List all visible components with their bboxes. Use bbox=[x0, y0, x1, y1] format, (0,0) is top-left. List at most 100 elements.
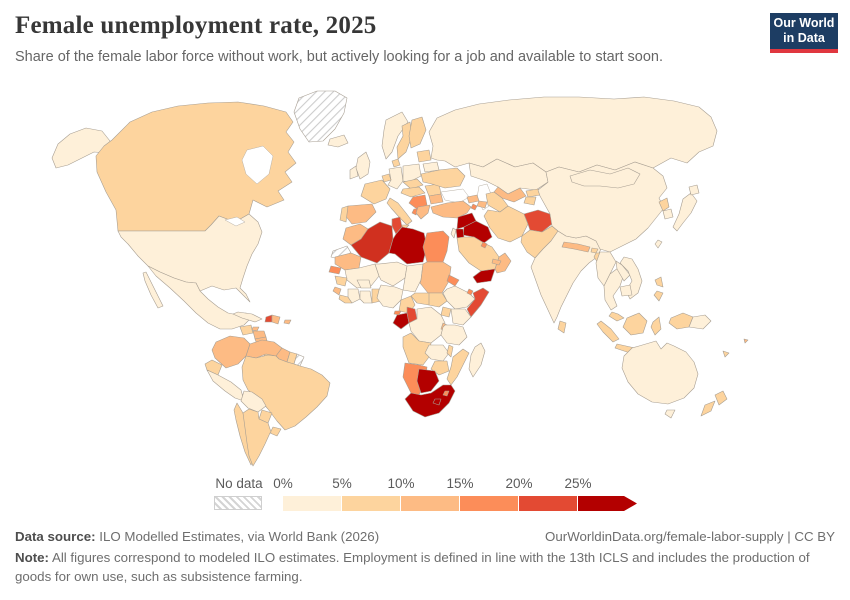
country-new-caledonia[interactable] bbox=[722, 350, 730, 358]
legend-bin-5-10%[interactable] bbox=[342, 496, 401, 511]
country-malaysia[interactable] bbox=[608, 311, 625, 322]
country-kenya[interactable] bbox=[450, 308, 472, 326]
country-argentina[interactable] bbox=[242, 408, 272, 467]
country-fiji[interactable] bbox=[743, 338, 749, 344]
country-afghanistan[interactable] bbox=[523, 209, 553, 233]
country-south-africa[interactable] bbox=[404, 384, 456, 418]
country-canada[interactable] bbox=[95, 101, 297, 232]
country-mali[interactable] bbox=[344, 263, 380, 289]
country-new-zealand-south[interactable] bbox=[700, 400, 716, 417]
country-haiti[interactable] bbox=[264, 314, 273, 323]
country-united-kingdom[interactable] bbox=[355, 151, 371, 180]
country-somalia[interactable] bbox=[466, 287, 490, 318]
country-sulawesi[interactable] bbox=[650, 316, 662, 336]
country-russia[interactable] bbox=[428, 96, 718, 173]
legend-bin-20-25%[interactable] bbox=[519, 496, 578, 511]
country-israel[interactable] bbox=[450, 227, 457, 239]
country-vietnam[interactable] bbox=[619, 256, 643, 300]
owid-logo[interactable]: Our World in Data bbox=[770, 13, 838, 53]
country-eswatini[interactable] bbox=[442, 390, 450, 397]
country-north-korea[interactable] bbox=[658, 197, 670, 212]
country-mongolia[interactable] bbox=[569, 167, 641, 189]
country-tanzania[interactable] bbox=[440, 324, 468, 346]
country-eritrea[interactable] bbox=[446, 274, 460, 287]
country-algeria[interactable] bbox=[350, 221, 394, 264]
country-malawi[interactable] bbox=[446, 344, 454, 358]
country-philippines-south[interactable] bbox=[653, 290, 664, 302]
country-denmark[interactable] bbox=[391, 158, 401, 168]
country-uruguay[interactable] bbox=[269, 426, 282, 437]
country-oman[interactable] bbox=[494, 252, 512, 274]
country-cote-divoire[interactable] bbox=[347, 288, 361, 304]
country-madagascar[interactable] bbox=[468, 342, 486, 378]
country-dominican-republic[interactable] bbox=[271, 314, 281, 325]
country-taiwan[interactable] bbox=[654, 239, 663, 249]
country-ghana[interactable] bbox=[359, 290, 373, 304]
country-yemen[interactable] bbox=[472, 268, 496, 284]
country-zambia[interactable] bbox=[424, 344, 450, 362]
country-finland[interactable] bbox=[408, 116, 427, 149]
country-nigeria[interactable] bbox=[376, 284, 404, 309]
country-djibouti[interactable] bbox=[466, 288, 474, 296]
country-angola[interactable] bbox=[402, 332, 432, 366]
country-kuwait[interactable] bbox=[480, 241, 488, 249]
country-nepal[interactable] bbox=[561, 241, 591, 253]
country-japan[interactable] bbox=[672, 192, 698, 232]
country-ireland[interactable] bbox=[349, 165, 359, 180]
country-ethiopia[interactable] bbox=[442, 285, 476, 310]
country-cuba[interactable] bbox=[232, 311, 263, 323]
country-iceland[interactable] bbox=[327, 134, 349, 148]
country-belarus[interactable] bbox=[422, 161, 440, 173]
country-austria-hungary[interactable] bbox=[400, 186, 426, 198]
country-mozambique[interactable] bbox=[446, 348, 470, 386]
country-sierra-leone[interactable] bbox=[332, 286, 342, 296]
country-papua-new-guinea[interactable] bbox=[688, 314, 712, 330]
country-australia[interactable] bbox=[621, 340, 699, 405]
country-norway[interactable] bbox=[381, 111, 409, 160]
country-ukraine[interactable] bbox=[420, 167, 466, 189]
country-saudi-arabia[interactable] bbox=[456, 236, 500, 272]
country-portugal[interactable] bbox=[339, 205, 349, 223]
country-iran[interactable] bbox=[483, 205, 529, 243]
country-burkina-faso[interactable] bbox=[356, 279, 372, 289]
country-borneo[interactable] bbox=[622, 312, 648, 336]
country-niger[interactable] bbox=[374, 261, 408, 287]
country-bulgaria[interactable] bbox=[428, 193, 444, 205]
country-baja[interactable] bbox=[142, 271, 164, 309]
country-philippines[interactable] bbox=[654, 276, 664, 288]
country-tajikistan[interactable] bbox=[523, 196, 537, 206]
country-azerbaijan[interactable] bbox=[476, 200, 488, 209]
country-georgia[interactable] bbox=[466, 194, 480, 204]
country-france[interactable] bbox=[360, 179, 391, 205]
country-uae[interactable] bbox=[491, 258, 502, 266]
country-colombia[interactable] bbox=[211, 335, 251, 369]
country-turkey[interactable] bbox=[430, 200, 472, 219]
country-uganda[interactable] bbox=[440, 306, 452, 318]
country-egypt[interactable] bbox=[422, 230, 450, 263]
country-tasmania[interactable] bbox=[664, 409, 676, 419]
country-sweden[interactable] bbox=[396, 121, 413, 160]
country-botswana[interactable] bbox=[416, 368, 440, 394]
country-new-zealand-north[interactable] bbox=[714, 390, 728, 406]
country-bolivia[interactable] bbox=[240, 390, 267, 413]
country-sumatra[interactable] bbox=[596, 320, 620, 343]
country-iraq[interactable] bbox=[462, 220, 493, 244]
country-cambodia[interactable] bbox=[619, 284, 633, 297]
country-jordan[interactable] bbox=[455, 228, 465, 239]
country-south-sudan[interactable] bbox=[428, 292, 448, 308]
country-gabon[interactable] bbox=[392, 312, 410, 330]
country-spain[interactable] bbox=[343, 203, 377, 225]
country-puerto-rico[interactable] bbox=[283, 319, 292, 325]
country-greece[interactable] bbox=[415, 204, 431, 220]
country-czechia-slovakia[interactable] bbox=[402, 178, 424, 190]
country-kazakhstan[interactable] bbox=[468, 158, 549, 195]
country-guatemala[interactable] bbox=[239, 324, 254, 336]
country-sri-lanka[interactable] bbox=[557, 320, 567, 334]
country-south-korea[interactable] bbox=[662, 208, 674, 220]
country-guinea[interactable] bbox=[334, 275, 348, 287]
country-equatorial-guinea[interactable] bbox=[393, 310, 402, 316]
country-lesotho[interactable] bbox=[432, 398, 442, 406]
country-benelux[interactable] bbox=[381, 173, 392, 183]
country-china[interactable] bbox=[537, 161, 668, 253]
country-senegal[interactable] bbox=[328, 265, 342, 275]
